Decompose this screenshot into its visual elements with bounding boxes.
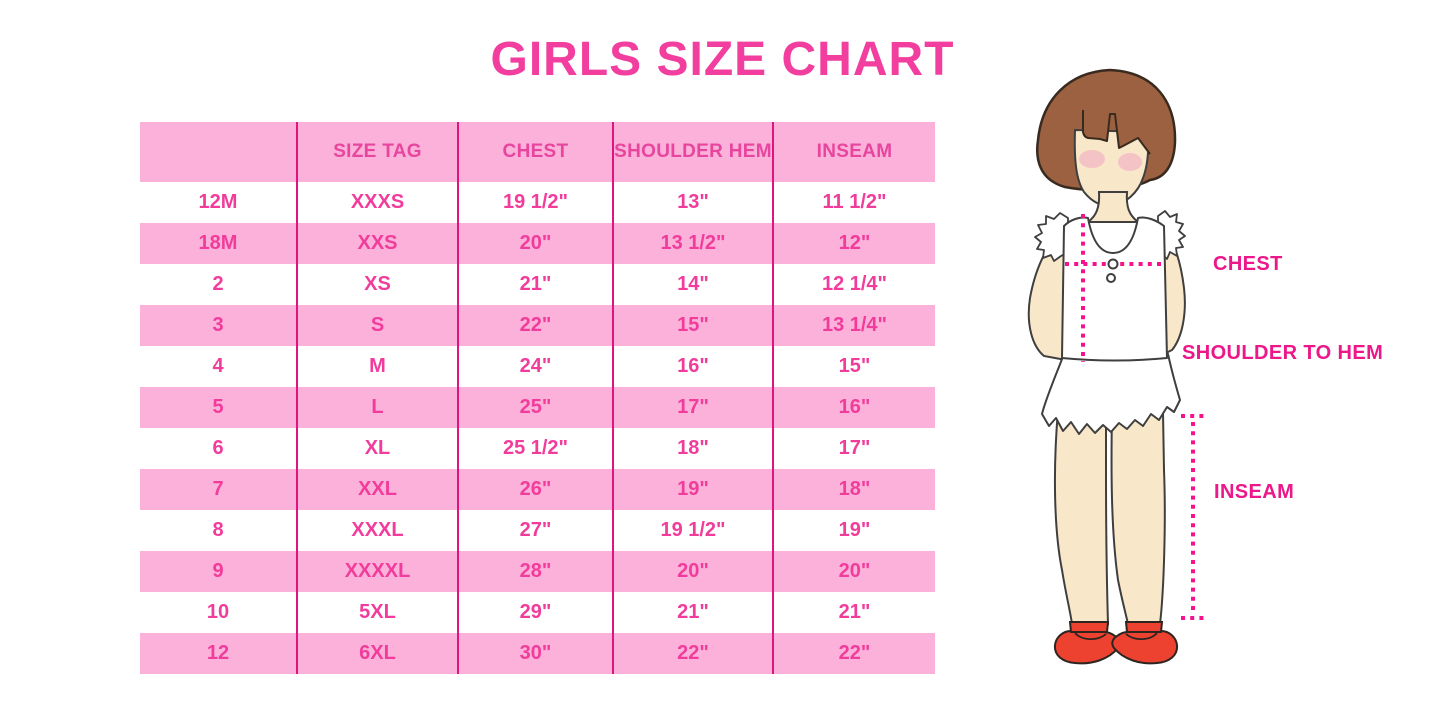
table-row: 6 XL 25 1/2" 18" 17": [140, 428, 935, 469]
table-cell: 7: [140, 469, 298, 510]
table-cell: 26": [458, 469, 614, 510]
table-cell: 5XL: [297, 592, 459, 633]
table-cell: 4: [140, 346, 298, 387]
chest-label: CHEST: [1213, 253, 1283, 275]
table-row: 12 6XL 30" 22" 22": [140, 633, 935, 674]
page-title: GIRLS SIZE CHART: [490, 33, 955, 86]
table-cell: 25": [458, 387, 614, 428]
table-row: 9 XXXXL 28" 20" 20": [140, 551, 935, 592]
blush-right: [1118, 153, 1142, 171]
table-cell: 16": [613, 346, 774, 387]
table-cell: 20": [773, 551, 935, 592]
table-row: 3 S 22" 15" 13 1/4": [140, 305, 935, 346]
table-header-cell-blank: [140, 122, 298, 182]
table-cell: 12": [773, 223, 935, 264]
right-leg: [1110, 411, 1166, 625]
table-cell: 25 1/2": [458, 428, 614, 469]
table-cell: XXXS: [297, 182, 459, 223]
table-cell: 21": [613, 592, 774, 633]
skirt: [1041, 353, 1181, 435]
inseam-label: INSEAM: [1214, 481, 1295, 503]
bangs-outline: [1082, 110, 1151, 155]
table-cell: 6: [140, 428, 298, 469]
table-cell: 22": [613, 633, 774, 674]
table-cell: 29": [458, 592, 614, 633]
table-row: 7 XXL 26" 19" 18": [140, 469, 935, 510]
table-cell: 19 1/2": [613, 510, 774, 551]
table-row: 18M XXS 20" 13 1/2" 12": [140, 223, 935, 264]
bottom-button: [1106, 273, 1116, 283]
table-cell: 16": [773, 387, 935, 428]
table-cell: 12M: [140, 182, 298, 223]
table-row: 4 M 24" 16" 15": [140, 346, 935, 387]
table-cell: 19": [773, 510, 935, 551]
table-cell: 10: [140, 592, 298, 633]
table-row: 10 5XL 29" 21" 21": [140, 592, 935, 633]
table-cell: 17": [773, 428, 935, 469]
table-cell: XL: [297, 428, 459, 469]
table-row: 2 XS 21" 14" 12 1/4": [140, 264, 935, 305]
table-header-cell-size-tag: SIZE TAG: [297, 122, 459, 182]
left-leg: [1053, 408, 1110, 625]
table-header-cell-chest: CHEST: [458, 122, 614, 182]
shoulder-to-hem-label: SHOULDER TO HEM: [1182, 342, 1384, 364]
table-cell: 27": [458, 510, 614, 551]
left-sleeve-ruffle: [1034, 212, 1069, 262]
bodice: [1061, 216, 1168, 362]
table-cell: 8: [140, 510, 298, 551]
table-header-cell-inseam: INSEAM: [773, 122, 935, 182]
table-cell: 19": [613, 469, 774, 510]
table-cell: 17": [613, 387, 774, 428]
table-cell: 21": [773, 592, 935, 633]
table-cell: 15": [773, 346, 935, 387]
table-cell: L: [297, 387, 459, 428]
table-cell: 3: [140, 305, 298, 346]
table-cell: 12 1/4": [773, 264, 935, 305]
girl-measurement-figure: CHEST SHOULDER TO HEM INSEAM: [980, 50, 1445, 695]
table-cell: XXXXL: [297, 551, 459, 592]
table-cell: 18M: [140, 223, 298, 264]
table-cell: 19 1/2": [458, 182, 614, 223]
table-cell: 15": [613, 305, 774, 346]
table-cell: 13": [613, 182, 774, 223]
table-cell: 22": [773, 633, 935, 674]
table-cell: 13 1/4": [773, 305, 935, 346]
table-cell: 28": [458, 551, 614, 592]
table-cell: 12: [140, 633, 298, 674]
table-cell: 21": [458, 264, 614, 305]
top-button: [1107, 258, 1119, 270]
table-cell: XXXL: [297, 510, 459, 551]
table-cell: 6XL: [297, 633, 459, 674]
right-shoe: [1111, 621, 1179, 665]
size-table: SIZE TAG CHEST SHOULDER HEM INSEAM 12M X…: [140, 122, 935, 674]
table-cell: M: [297, 346, 459, 387]
table-cell: S: [297, 305, 459, 346]
table-cell: 20": [458, 223, 614, 264]
table-cell: 18": [613, 428, 774, 469]
table-cell: XS: [297, 264, 459, 305]
table-cell: 18": [773, 469, 935, 510]
table-cell: 14": [613, 264, 774, 305]
table-cell: 30": [458, 633, 614, 674]
table-cell: XXL: [297, 469, 459, 510]
table-cell: 11 1/2": [773, 182, 935, 223]
table-cell: 13 1/2": [613, 223, 774, 264]
table-cell: 2: [140, 264, 298, 305]
table-cell: 22": [458, 305, 614, 346]
table-cell: 9: [140, 551, 298, 592]
table-cell: 5: [140, 387, 298, 428]
table-cell: XXS: [297, 223, 459, 264]
blush-left: [1079, 150, 1105, 168]
size-table-header: SIZE TAG CHEST SHOULDER HEM INSEAM: [140, 122, 935, 182]
table-row: 8 XXXL 27" 19 1/2" 19": [140, 510, 935, 551]
table-cell: 20": [613, 551, 774, 592]
girl-figure-illustration: [1027, 68, 1205, 665]
table-header-row: SIZE TAG CHEST SHOULDER HEM INSEAM: [140, 122, 935, 182]
left-shoe: [1053, 621, 1121, 665]
table-header-cell-shoulder-hem: SHOULDER HEM: [613, 122, 774, 182]
table-cell: 24": [458, 346, 614, 387]
table-row: 12M XXXS 19 1/2" 13" 11 1/2": [140, 182, 935, 223]
table-row: 5 L 25" 17" 16": [140, 387, 935, 428]
